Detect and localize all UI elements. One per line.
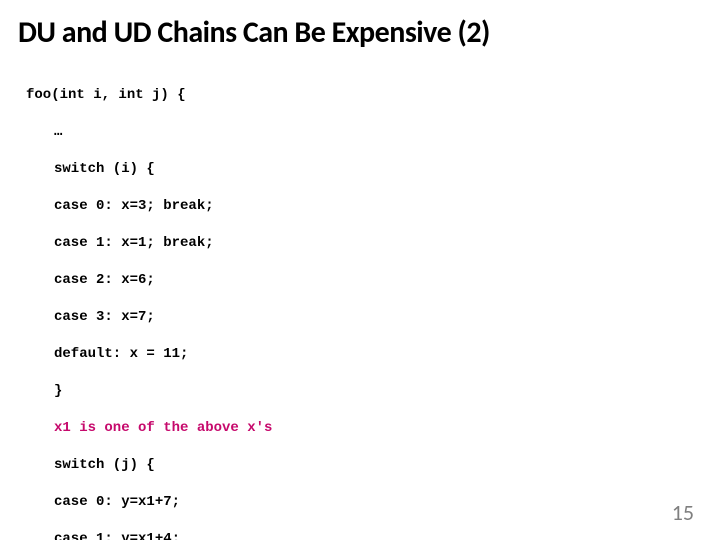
- code-line: switch (i) {: [26, 160, 720, 179]
- code-highlight-line: x1 is one of the above x's: [26, 419, 720, 438]
- code-line: case 0: y=x1+7;: [26, 493, 720, 512]
- code-line: switch (j) {: [26, 456, 720, 475]
- code-line: case 0: x=3; break;: [26, 197, 720, 216]
- code-line: foo(int i, int j) {: [26, 86, 720, 105]
- code-line: case 1: y=x1+4;: [26, 530, 720, 540]
- page-title: DU and UD Chains Can Be Expensive (2): [0, 0, 720, 57]
- code-line: case 1: x=1; break;: [26, 234, 720, 253]
- code-line: }: [26, 382, 720, 401]
- code-line: …: [26, 123, 720, 142]
- page-number: 15: [672, 499, 694, 526]
- code-block: foo(int i, int j) { … switch (i) { case …: [0, 57, 720, 540]
- code-line: case 3: x=7;: [26, 308, 720, 327]
- code-line: default: x = 11;: [26, 345, 720, 364]
- code-line: case 2: x=6;: [26, 271, 720, 290]
